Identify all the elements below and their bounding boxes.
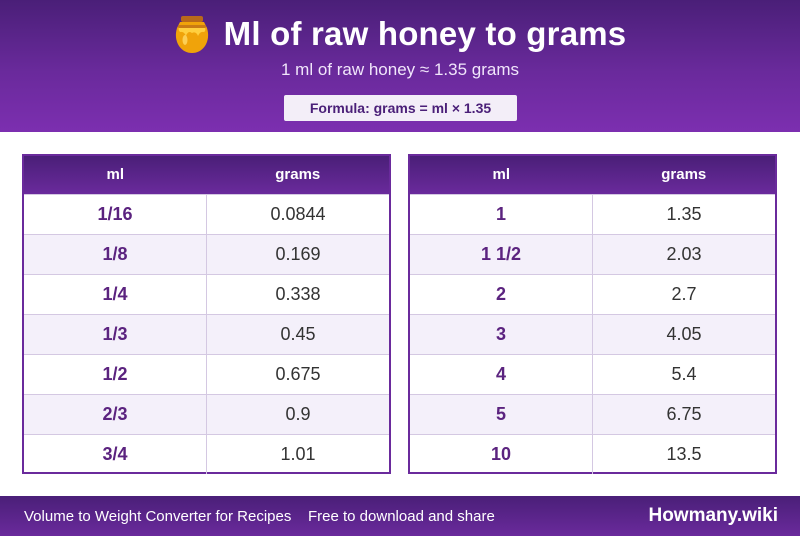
grams-cell: 6.75 [592, 393, 775, 434]
ml-cell: 1 1/2 [410, 233, 593, 274]
grams-cell: 1.01 [206, 433, 389, 474]
table-row: 1/2 0.675 [24, 353, 389, 394]
ml-cell: 2 [410, 273, 593, 314]
table-row: 1/16 0.0844 [24, 193, 389, 234]
ml-cell: 1/8 [24, 233, 207, 274]
ml-cell: 3 [410, 313, 593, 354]
ml-cell: 2/3 [24, 393, 207, 434]
grams-cell: 2.03 [592, 233, 775, 274]
conversion-table-right: ml grams 1 1.35 1 1/2 2.03 2 2.7 3 4.05 4 5.4… [408, 154, 777, 474]
ml-cell: 4 [410, 353, 593, 394]
ml-cell: 1 [410, 193, 593, 234]
table-row: 1 1.35 [410, 193, 775, 234]
ml-cell: 1/16 [24, 193, 207, 234]
column-header-ml: ml [24, 156, 207, 194]
table-header-row: ml grams [24, 156, 389, 194]
conversion-table-left: ml grams 1/16 0.0844 1/8 0.169 1/4 0.338 1/… [22, 154, 391, 474]
footer-bar: Volume to Weight Converter for Recipes F… [0, 496, 800, 536]
ml-cell: 10 [410, 433, 593, 474]
ml-cell: 1/4 [24, 273, 207, 314]
column-header-grams: grams [592, 156, 775, 194]
grams-cell: 4.05 [592, 313, 775, 354]
table-row: 3 4.05 [410, 313, 775, 354]
table-row: 10 13.5 [410, 433, 775, 474]
table-row: 1/8 0.169 [24, 233, 389, 274]
table-row: 1/3 0.45 [24, 313, 389, 354]
ml-cell: 3/4 [24, 433, 207, 474]
table-row: 1/4 0.338 [24, 273, 389, 314]
ml-cell: 5 [410, 393, 593, 434]
table-row: 4 5.4 [410, 353, 775, 394]
page-title: Ml of raw honey to grams [223, 15, 627, 52]
header-banner: Ml of raw honey to grams 1 ml of raw hon… [0, 0, 800, 132]
grams-cell: 5.4 [592, 353, 775, 394]
table-row: 1 1/2 2.03 [410, 233, 775, 274]
grams-cell: 0.0844 [206, 193, 389, 234]
ml-cell: 1/2 [24, 353, 207, 394]
grams-cell: 0.9 [206, 393, 389, 434]
grams-cell: 13.5 [592, 433, 775, 474]
table-row: 5 6.75 [410, 393, 775, 434]
table-row: 3/4 1.01 [24, 433, 389, 474]
footer-share-note: Free to download and share [308, 508, 495, 525]
table-header-row: ml grams [410, 156, 775, 194]
ml-cell: 1/3 [24, 313, 207, 354]
column-header-grams: grams [206, 156, 389, 194]
table-row: 2/3 0.9 [24, 393, 389, 434]
formula-badge: Formula: grams = ml × 1.35 [284, 95, 517, 121]
footer-description: Volume to Weight Converter for Recipes [24, 508, 292, 525]
grams-cell: 1.35 [592, 193, 775, 234]
conversion-subtitle: 1 ml of raw honey ≈ 1.35 grams [281, 60, 519, 79]
grams-cell: 0.45 [206, 313, 389, 354]
brand-logo-text[interactable]: Howmany.wiki [648, 505, 778, 526]
grams-cell: 0.338 [206, 273, 389, 314]
grams-cell: 2.7 [592, 273, 775, 314]
honey-pot-icon [174, 14, 210, 54]
grams-cell: 0.169 [206, 233, 389, 274]
grams-cell: 0.675 [206, 353, 389, 394]
table-row: 2 2.7 [410, 273, 775, 314]
title-row: Ml of raw honey to grams [0, 12, 800, 56]
column-header-ml: ml [410, 156, 593, 194]
